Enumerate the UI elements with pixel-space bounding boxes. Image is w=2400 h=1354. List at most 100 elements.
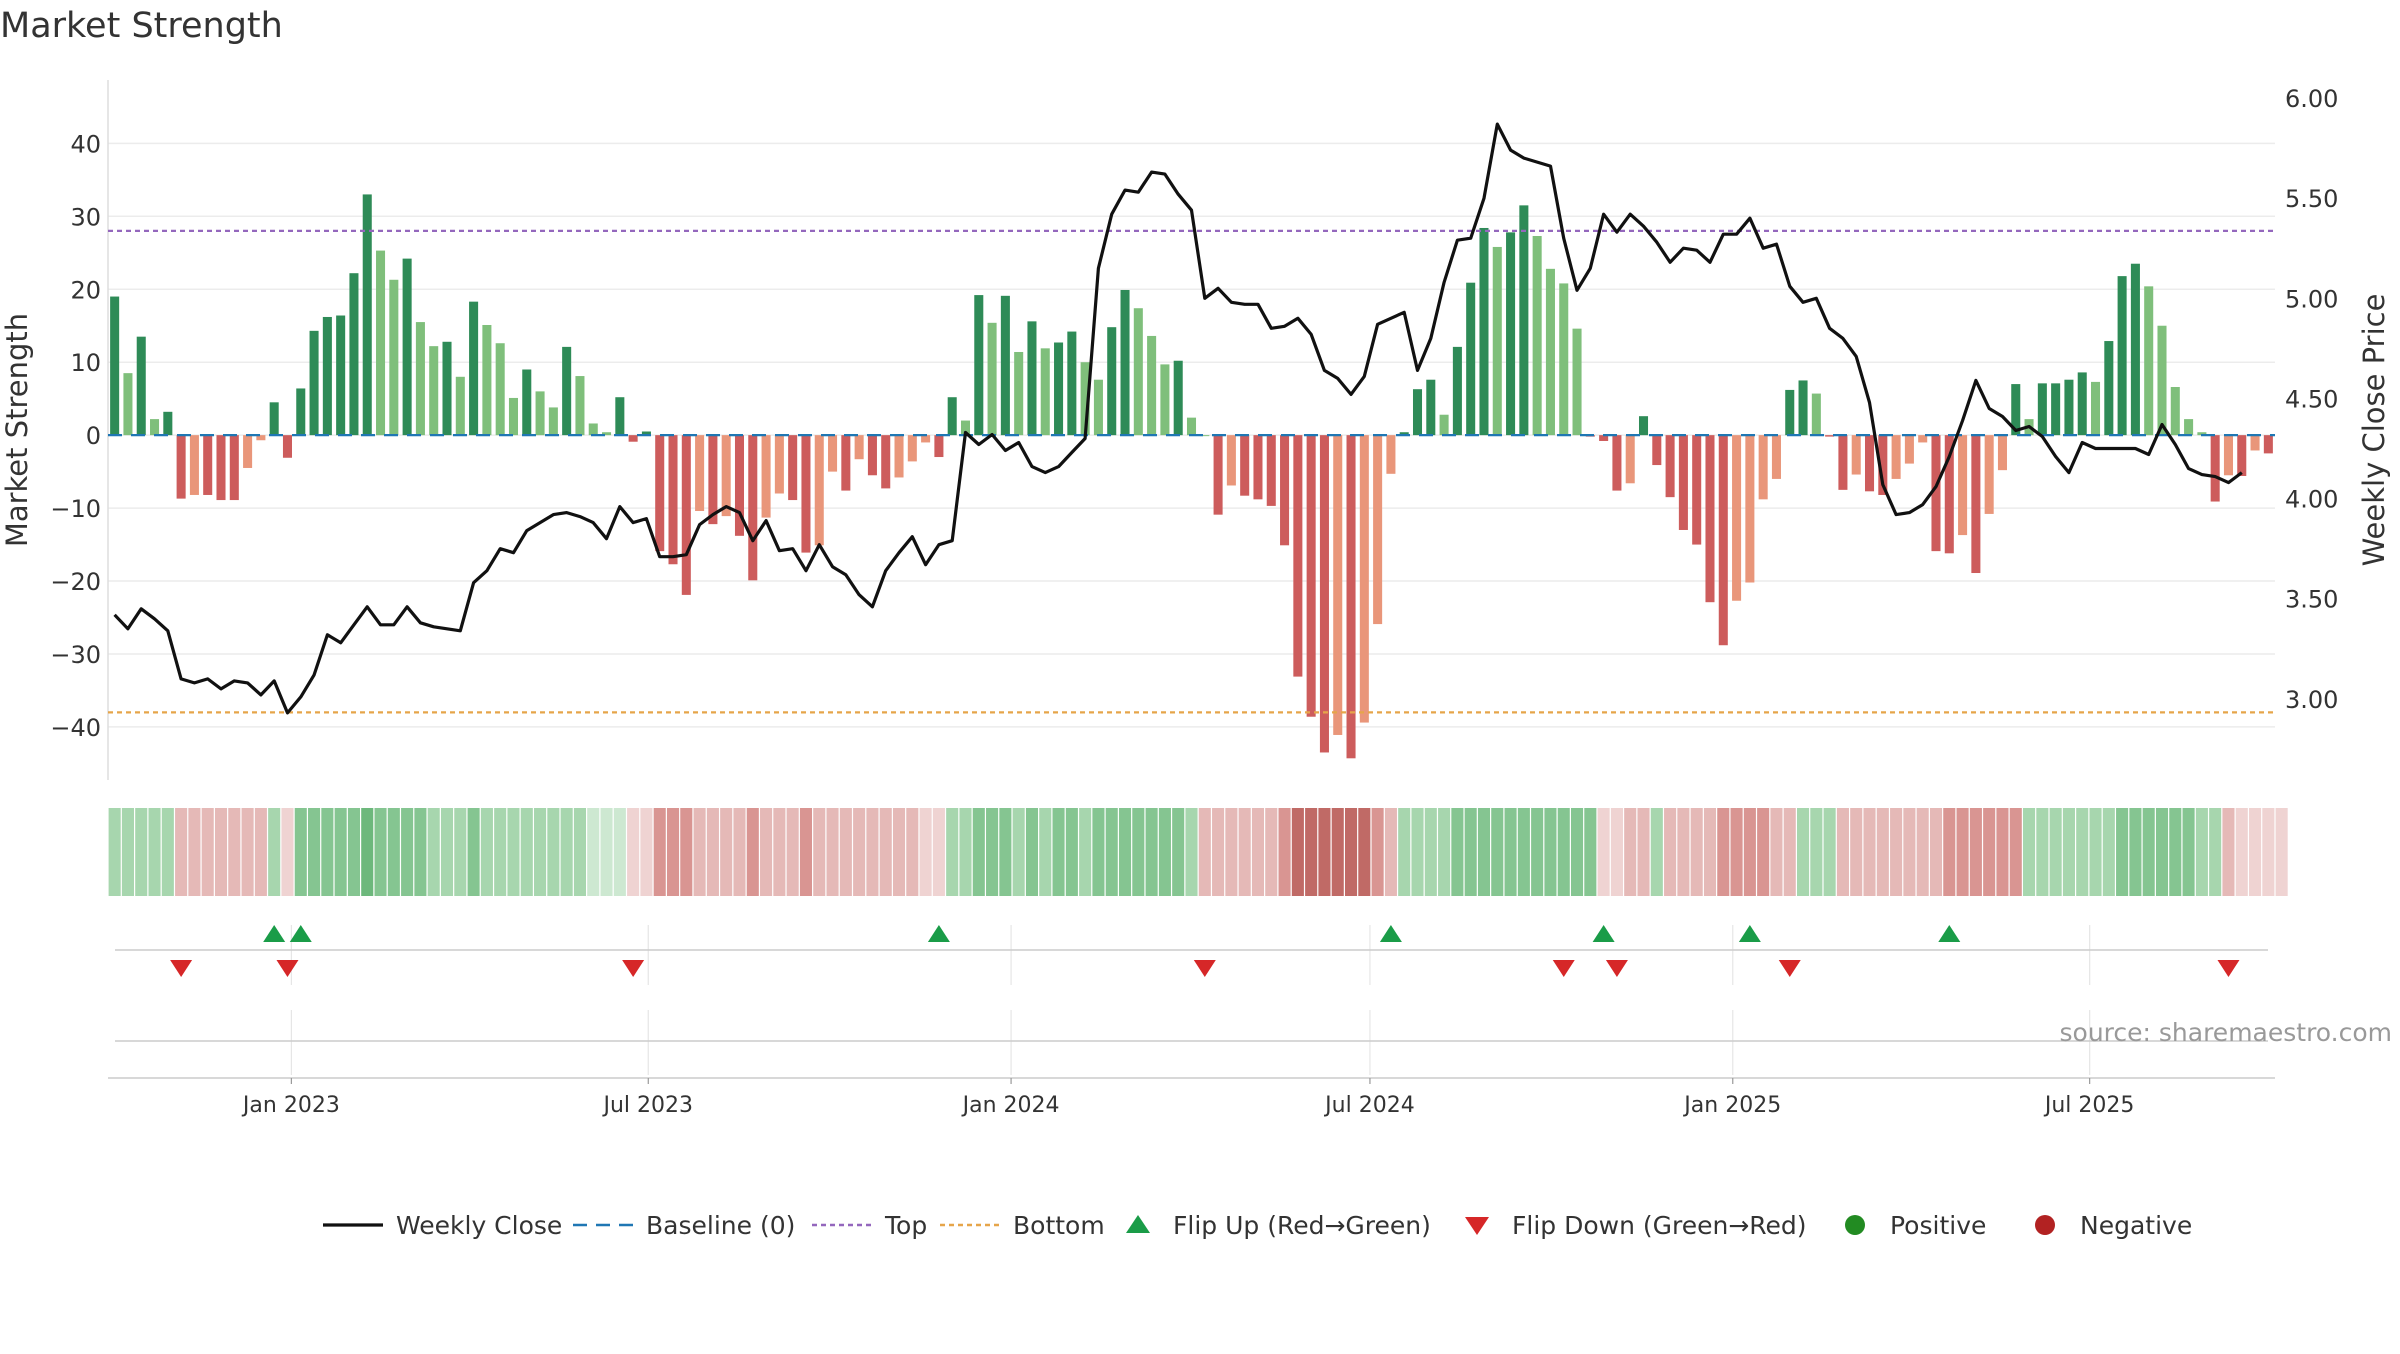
strength-tile [440,808,454,896]
strength-tile [1584,808,1597,896]
strength-tile [613,808,626,896]
strength-tiles [108,808,2288,896]
y2-tick-label: 3.00 [2285,686,2338,714]
strength-tile [1664,808,1677,896]
strength-bar [1107,327,1117,436]
strength-bar [282,435,292,458]
strength-tile [1690,808,1703,896]
strength-bar [774,435,784,494]
strength-tile [1344,808,1358,896]
strength-tile [1956,808,1969,896]
strength-bar [1040,348,1050,436]
strength-tile [1318,808,1331,896]
flip-down-marker [2217,960,2240,977]
y-axis-title: Market Strength [0,313,34,547]
x-tick-label: Jul 2023 [602,1093,694,1118]
strength-bar [562,346,572,436]
strength-tile [853,808,866,896]
strength-bar [2223,435,2233,476]
strength-bar [522,369,532,436]
y2-tick-labels: 6.00 5.50 5.00 4.50 4.00 3.50 3.00 [2285,85,2338,714]
strength-bar [2170,387,2180,436]
strength-bar [2064,379,2074,436]
x-tick-label: Jan 2024 [961,1093,1060,1118]
strength-tile [826,808,839,896]
strength-bar [1559,283,1569,436]
strength-tile [281,808,294,896]
strength-bar [1226,435,1236,486]
strength-tile [294,808,307,896]
strength-tile [1836,808,1849,896]
strength-tile [1305,808,1318,896]
strength-tile [1132,808,1145,896]
strength-tile [1145,808,1158,896]
legend-item: Weekly Close [323,1211,562,1240]
strength-bar [1732,435,1742,601]
strength-bar [628,435,638,442]
strength-tile [680,808,693,896]
strength-bar [1625,435,1635,484]
strength-tile [627,808,640,896]
strength-bar [1532,236,1542,436]
strength-tile [733,808,746,896]
legend-label: Positive [1890,1211,1986,1240]
strength-bar [947,397,957,436]
strength-tile [999,808,1012,896]
strength-tile [1903,808,1916,896]
strength-tile [1757,808,1770,896]
strength-bar [1997,435,2007,471]
strength-bar [695,435,705,512]
strength-bar [1359,435,1369,723]
strength-tile [334,808,347,896]
y-tick-label: 40 [70,130,101,158]
strength-tile [1092,808,1105,896]
strength-bar [907,435,917,462]
strength-tile [972,808,985,896]
strength-tile [2209,808,2222,896]
strength-bar [123,373,133,436]
legend-swatch-flip-up [1126,1215,1150,1233]
strength-tile [892,808,906,896]
legend-label: Negative [2080,1211,2192,1240]
strength-tile [1251,808,1265,896]
strength-bar [987,322,997,436]
strength-bars [110,194,2273,759]
strength-tile [839,808,852,896]
strength-bar [1705,435,1715,603]
strength-tile [2049,808,2062,896]
strength-bar [721,435,731,517]
strength-bar [442,341,452,436]
chart-title: Market Strength [0,6,283,46]
strength-tile [2102,808,2115,896]
strength-bar [1572,328,1582,436]
strength-tile [1238,808,1251,896]
strength-bar [960,420,971,436]
y2-tick-label: 5.00 [2285,285,2338,313]
strength-bar [1253,435,1263,500]
strength-bar [894,435,904,478]
strength-bar [1054,342,1064,436]
strength-tile [2129,808,2142,896]
strength-bar [322,316,332,436]
strength-bar [2011,384,2021,436]
strength-bar [1120,289,1130,436]
strength-tile [1225,808,1238,896]
strength-bar [1080,362,1090,436]
strength-bar [1293,435,1303,677]
y2-tick-label: 5.50 [2285,185,2338,213]
strength-bar [1133,308,1143,436]
strength-bar [588,423,598,436]
strength-bar [1984,435,1994,514]
strength-tile [2275,808,2288,896]
strength-tile [1557,808,1570,896]
strength-tile [760,808,773,896]
y-tick-label: −10 [50,495,101,523]
strength-tile [188,808,201,896]
strength-tile [2262,808,2275,896]
strength-bar [1439,414,1449,436]
x-tick-label: Jan 2025 [1682,1093,1781,1118]
strength-tile [520,808,533,896]
strength-bar [1173,360,1183,436]
strength-tile [1012,808,1025,896]
strength-tile [1890,808,1903,896]
